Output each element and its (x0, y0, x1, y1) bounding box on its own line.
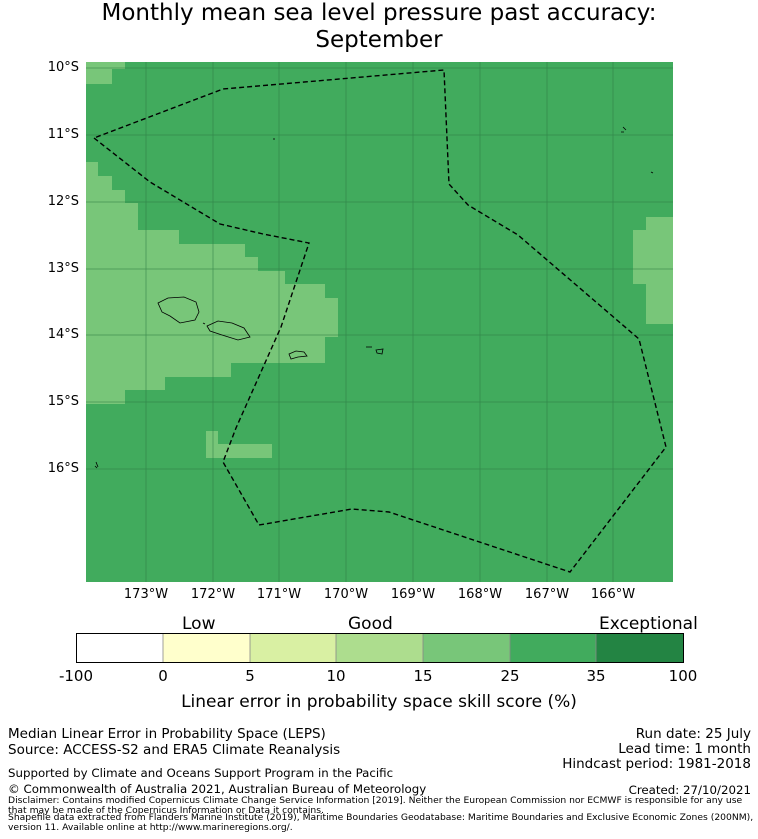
lon-label-172w: 172°W (190, 587, 236, 602)
lon-label-173w: 173°W (123, 587, 169, 602)
colorbar-segment-10-15 (336, 633, 423, 663)
footer-shapefile-1: Shapefile data extracted from Flanders M… (8, 812, 754, 823)
footer-disclaimer-2: that may be made of the Copernicus Infor… (8, 805, 324, 816)
lat-label-13s: 13°S (47, 261, 79, 276)
colorbar-tick-100: 100 (668, 667, 698, 685)
lat-label-14s: 14°S (47, 327, 79, 342)
footer-source: Source: ACCESS-S2 and ERA5 Climate Reana… (8, 742, 341, 758)
colorbar (76, 633, 684, 663)
lon-label-168w: 168°W (457, 587, 503, 602)
category-label-good: Good (348, 614, 393, 634)
colorbar-tick-35: 35 (586, 667, 606, 685)
eez-boundary (92, 69, 667, 573)
footer-created: Created: 27/10/2021 (628, 783, 751, 797)
island-outlines (94, 126, 654, 469)
footer-disclaimer-1: Disclaimer: Contains modified Copernicus… (8, 795, 743, 806)
chart-title-line1: Monthly mean sea level pressure past acc… (101, 0, 657, 26)
colorbar-tick-5: 5 (245, 667, 255, 685)
colorbar-segment-0-5 (163, 633, 250, 663)
footer-shapefile-2: version 11. Available online at http://w… (8, 822, 293, 833)
savaii-island (157, 296, 200, 324)
colorbar-tick-15: 15 (413, 667, 433, 685)
colorbar-segment-5-10 (250, 633, 336, 663)
colorbar-tick-neg100: -100 (58, 667, 94, 685)
tau-island (375, 348, 384, 355)
colorbar-tick-25: 25 (500, 667, 520, 685)
footer-hindcast-period: Hindcast period: 1981-2018 (562, 756, 751, 772)
chart-title-line2: September (315, 27, 443, 53)
colorbar-tick-10: 10 (326, 667, 346, 685)
map-gridlines (86, 62, 673, 582)
upolu-island (206, 320, 251, 341)
category-label-low: Low (182, 614, 216, 634)
lon-label-169w: 169°W (390, 587, 436, 602)
footer-lead-time: Lead time: 1 month (618, 741, 751, 757)
footer-support: Supported by Climate and Oceans Support … (8, 766, 394, 780)
lon-label-171w: 171°W (256, 587, 302, 602)
lat-label-12s: 12°S (47, 194, 79, 209)
colorbar-segment-15-25 (423, 633, 510, 663)
skill-map (86, 62, 673, 582)
category-label-exceptional: Exceptional (599, 614, 698, 634)
lat-label-11s: 11°S (47, 127, 79, 142)
colorbar-segment-neg100-0 (76, 633, 164, 663)
colorbar-segment-35-100 (596, 633, 683, 663)
tutuila-island (288, 350, 308, 360)
map-lower-skill-regions (86, 62, 673, 458)
footer-copyright: © Commonwealth of Australia 2021, Austra… (8, 782, 427, 796)
lat-label-15s: 15°S (47, 394, 79, 409)
lon-label-166w: 166°W (590, 587, 636, 602)
lon-label-170w: 170°W (323, 587, 369, 602)
lat-label-10s: 10°S (47, 60, 79, 75)
lat-label-16s: 16°S (47, 461, 79, 476)
lon-label-167w: 167°W (524, 587, 570, 602)
footer-method: Median Linear Error in Probability Space… (8, 726, 326, 742)
footer-run-date: Run date: 25 July (635, 726, 751, 742)
colorbar-segment-25-35 (510, 633, 596, 663)
colorbar-tick-0: 0 (158, 667, 168, 685)
colorbar-label: Linear error in probability space skill … (181, 692, 577, 712)
